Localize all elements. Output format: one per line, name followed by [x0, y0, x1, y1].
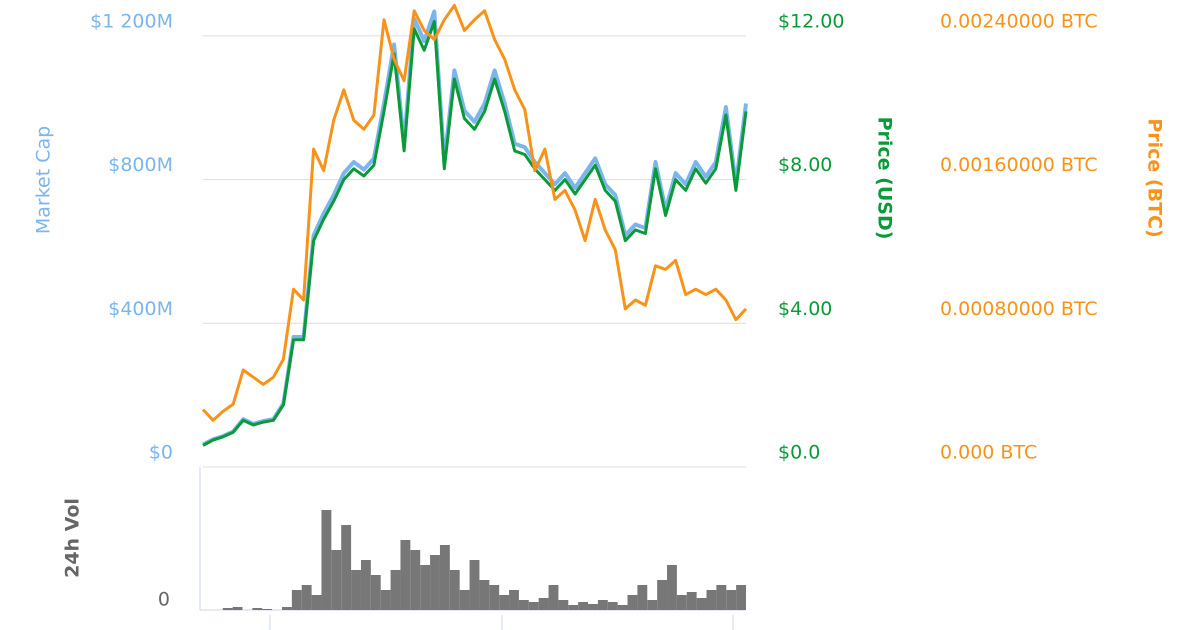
volume-bar: [370, 575, 381, 610]
y2-tick-label: $12.00: [778, 10, 844, 32]
volume-bar: [696, 598, 707, 610]
price-line: [201, 3, 748, 422]
y3-tick-label: 0.000 BTC: [940, 442, 1037, 464]
volume-tick-label: 0: [158, 589, 170, 611]
volume-bar: [232, 607, 243, 610]
volume-bar: [647, 600, 658, 610]
volume-bar: [410, 550, 421, 610]
volume-bar: [262, 609, 273, 610]
volume-bar: [716, 585, 727, 610]
volume-bar: [459, 590, 470, 610]
volume-bar: [686, 592, 697, 610]
volume-bar: [617, 605, 628, 610]
y2-axis-title: Price (USD): [874, 117, 896, 240]
volume-bar: [430, 555, 440, 610]
volume-bar: [400, 540, 411, 610]
volume-bar: [578, 602, 589, 610]
volume-bar: [676, 595, 687, 610]
volume-bar: [607, 602, 618, 610]
volume-bar: [518, 600, 529, 610]
volume-bar: [479, 580, 490, 610]
volume-bar: [499, 595, 510, 610]
volume-bar: [509, 590, 519, 610]
volume-bar: [390, 570, 401, 610]
volume-axis-title: 24h Vol: [62, 498, 84, 578]
volume-bar: [380, 590, 391, 610]
volume-bar: [627, 595, 638, 610]
y-axis-title: Market Cap: [33, 126, 55, 234]
y3-tick-label: 0.00240000 BTC: [940, 10, 1098, 32]
volume-bar: [321, 510, 332, 610]
y-tick-label: $400M: [108, 298, 173, 320]
volume-bar: [439, 545, 450, 610]
y-tick-label: $800M: [108, 154, 173, 176]
volume-bar: [667, 565, 677, 610]
volume-bar: [528, 602, 539, 610]
volume-bar: [291, 590, 302, 610]
y2-tick-label: $0.0: [778, 442, 820, 464]
volume-bar: [469, 560, 480, 610]
volume-bar: [311, 595, 322, 610]
y-tick-label: $1 200M: [90, 10, 173, 32]
volume-bar: [420, 565, 431, 610]
volume-bar: [706, 590, 717, 610]
volume-bar: [558, 600, 569, 610]
volume-bar: [341, 525, 352, 610]
volume-bar: [222, 608, 233, 610]
y3-tick-label: 0.00160000 BTC: [940, 154, 1098, 176]
volume-bar: [657, 580, 668, 610]
volume-bar: [538, 598, 549, 610]
volume-bar: [637, 585, 648, 610]
price-line: [202, 20, 748, 447]
volume-bar: [726, 590, 737, 610]
volume-bar: [351, 570, 361, 610]
volume-bar: [489, 585, 500, 610]
y2-tick-label: $8.00: [778, 154, 832, 176]
volume-bar: [281, 607, 292, 610]
y-tick-label: $0: [149, 442, 173, 464]
volume-bar: [597, 600, 608, 610]
volume-bar: [568, 605, 579, 610]
volume-bar: [360, 560, 371, 610]
volume-bar: [449, 570, 460, 610]
volume-bar: [736, 585, 746, 610]
volume-bar: [252, 608, 263, 610]
volume-bar: [588, 604, 598, 610]
volume-bar: [548, 585, 559, 610]
y3-axis-title: Price (BTC): [1144, 118, 1166, 237]
y3-tick-label: 0.00080000 BTC: [940, 298, 1098, 320]
volume-bar: [331, 550, 342, 610]
price-line: [202, 9, 748, 447]
y2-tick-label: $4.00: [778, 298, 832, 320]
volume-bar: [301, 585, 312, 610]
